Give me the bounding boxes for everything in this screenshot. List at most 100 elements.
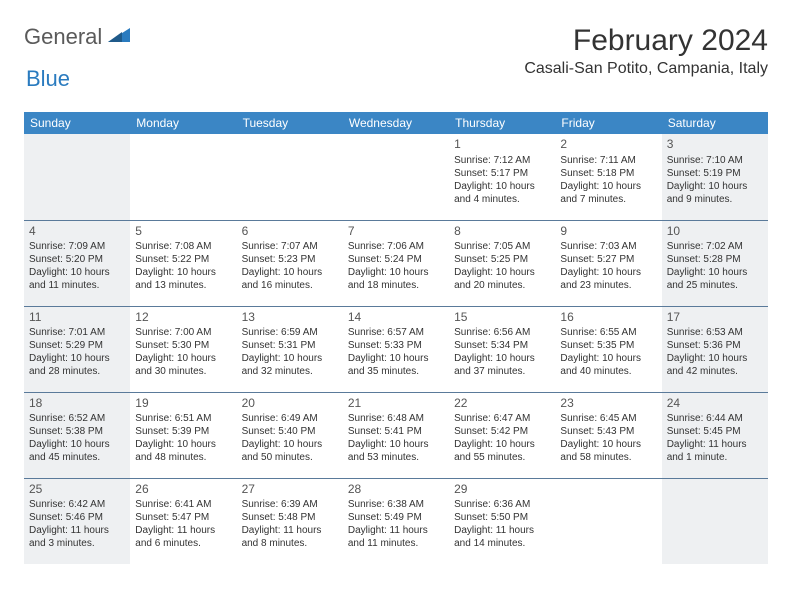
sunset-text: Sunset: 5:30 PM [135,339,231,352]
calendar-day-cell: 7Sunrise: 7:06 AMSunset: 5:24 PMDaylight… [343,220,449,306]
sunset-text: Sunset: 5:50 PM [454,511,550,524]
calendar-day-cell: 29Sunrise: 6:36 AMSunset: 5:50 PMDayligh… [449,478,555,564]
calendar-table: Sunday Monday Tuesday Wednesday Thursday… [24,112,768,564]
calendar-day-cell: 20Sunrise: 6:49 AMSunset: 5:40 PMDayligh… [237,392,343,478]
calendar-day-cell: 16Sunrise: 6:55 AMSunset: 5:35 PMDayligh… [555,306,661,392]
sunrise-text: Sunrise: 6:52 AM [29,412,125,425]
sunrise-text: Sunrise: 7:05 AM [454,240,550,253]
calendar-day-cell: 5Sunrise: 7:08 AMSunset: 5:22 PMDaylight… [130,220,236,306]
sunset-text: Sunset: 5:40 PM [242,425,338,438]
sunrise-text: Sunrise: 6:56 AM [454,326,550,339]
daylight-text: Daylight: 10 hours and 40 minutes. [560,352,656,378]
daylight-text: Daylight: 11 hours and 6 minutes. [135,524,231,550]
sunrise-text: Sunrise: 7:00 AM [135,326,231,339]
sunset-text: Sunset: 5:42 PM [454,425,550,438]
sunset-text: Sunset: 5:17 PM [454,167,550,180]
calendar-day-cell: 2Sunrise: 7:11 AMSunset: 5:18 PMDaylight… [555,134,661,220]
day-number: 8 [454,224,550,240]
weekday-header: Thursday [449,112,555,134]
day-number: 1 [454,137,550,153]
sunset-text: Sunset: 5:39 PM [135,425,231,438]
sunrise-text: Sunrise: 6:42 AM [29,498,125,511]
calendar-day-cell: 19Sunrise: 6:51 AMSunset: 5:39 PMDayligh… [130,392,236,478]
day-number: 20 [242,396,338,412]
calendar-day-cell: 3Sunrise: 7:10 AMSunset: 5:19 PMDaylight… [662,134,768,220]
day-number: 24 [667,396,763,412]
sunset-text: Sunset: 5:43 PM [560,425,656,438]
calendar-day-cell [130,134,236,220]
logo: General [24,24,134,50]
sunrise-text: Sunrise: 7:08 AM [135,240,231,253]
calendar-day-cell: 25Sunrise: 6:42 AMSunset: 5:46 PMDayligh… [24,478,130,564]
sunset-text: Sunset: 5:36 PM [667,339,763,352]
calendar-day-cell: 6Sunrise: 7:07 AMSunset: 5:23 PMDaylight… [237,220,343,306]
day-number: 10 [667,224,763,240]
calendar-day-cell: 9Sunrise: 7:03 AMSunset: 5:27 PMDaylight… [555,220,661,306]
weekday-header: Saturday [662,112,768,134]
day-number: 15 [454,310,550,326]
sunrise-text: Sunrise: 6:51 AM [135,412,231,425]
sunset-text: Sunset: 5:27 PM [560,253,656,266]
day-number: 27 [242,482,338,498]
day-number: 7 [348,224,444,240]
sunrise-text: Sunrise: 7:11 AM [560,154,656,167]
daylight-text: Daylight: 10 hours and 32 minutes. [242,352,338,378]
sunset-text: Sunset: 5:33 PM [348,339,444,352]
sunset-text: Sunset: 5:45 PM [667,425,763,438]
sunset-text: Sunset: 5:48 PM [242,511,338,524]
sunrise-text: Sunrise: 6:59 AM [242,326,338,339]
sunrise-text: Sunrise: 7:06 AM [348,240,444,253]
calendar-day-cell [237,134,343,220]
sunset-text: Sunset: 5:29 PM [29,339,125,352]
sunset-text: Sunset: 5:35 PM [560,339,656,352]
sunrise-text: Sunrise: 7:02 AM [667,240,763,253]
calendar-day-cell [662,478,768,564]
logo-text-general: General [24,24,102,50]
sunrise-text: Sunrise: 7:03 AM [560,240,656,253]
calendar-day-cell: 18Sunrise: 6:52 AMSunset: 5:38 PMDayligh… [24,392,130,478]
calendar-day-cell: 10Sunrise: 7:02 AMSunset: 5:28 PMDayligh… [662,220,768,306]
calendar-day-cell: 23Sunrise: 6:45 AMSunset: 5:43 PMDayligh… [555,392,661,478]
daylight-text: Daylight: 10 hours and 28 minutes. [29,352,125,378]
sunrise-text: Sunrise: 7:12 AM [454,154,550,167]
calendar-day-cell [24,134,130,220]
sunrise-text: Sunrise: 6:39 AM [242,498,338,511]
day-number: 14 [348,310,444,326]
sunrise-text: Sunrise: 6:38 AM [348,498,444,511]
sunrise-text: Sunrise: 6:55 AM [560,326,656,339]
day-number: 29 [454,482,550,498]
sunrise-text: Sunrise: 7:10 AM [667,154,763,167]
calendar-day-cell: 22Sunrise: 6:47 AMSunset: 5:42 PMDayligh… [449,392,555,478]
calendar-day-cell: 11Sunrise: 7:01 AMSunset: 5:29 PMDayligh… [24,306,130,392]
sunset-text: Sunset: 5:24 PM [348,253,444,266]
daylight-text: Daylight: 10 hours and 7 minutes. [560,180,656,206]
daylight-text: Daylight: 10 hours and 11 minutes. [29,266,125,292]
calendar-day-cell: 15Sunrise: 6:56 AMSunset: 5:34 PMDayligh… [449,306,555,392]
daylight-text: Daylight: 10 hours and 48 minutes. [135,438,231,464]
sunrise-text: Sunrise: 6:53 AM [667,326,763,339]
logo-text-blue: Blue [26,66,70,91]
sunset-text: Sunset: 5:22 PM [135,253,231,266]
daylight-text: Daylight: 10 hours and 37 minutes. [454,352,550,378]
daylight-text: Daylight: 11 hours and 11 minutes. [348,524,444,550]
day-number: 16 [560,310,656,326]
calendar-day-cell: 24Sunrise: 6:44 AMSunset: 5:45 PMDayligh… [662,392,768,478]
calendar-day-cell: 8Sunrise: 7:05 AMSunset: 5:25 PMDaylight… [449,220,555,306]
daylight-text: Daylight: 10 hours and 30 minutes. [135,352,231,378]
day-number: 25 [29,482,125,498]
calendar-day-cell [343,134,449,220]
calendar-day-cell: 21Sunrise: 6:48 AMSunset: 5:41 PMDayligh… [343,392,449,478]
sunset-text: Sunset: 5:18 PM [560,167,656,180]
calendar-week-row: 1Sunrise: 7:12 AMSunset: 5:17 PMDaylight… [24,134,768,220]
calendar-day-cell: 28Sunrise: 6:38 AMSunset: 5:49 PMDayligh… [343,478,449,564]
daylight-text: Daylight: 10 hours and 9 minutes. [667,180,763,206]
day-number: 13 [242,310,338,326]
day-number: 26 [135,482,231,498]
day-number: 28 [348,482,444,498]
calendar-day-cell: 4Sunrise: 7:09 AMSunset: 5:20 PMDaylight… [24,220,130,306]
logo-triangle-icon [108,26,132,49]
day-number: 19 [135,396,231,412]
calendar-day-cell [555,478,661,564]
weekday-header-row: Sunday Monday Tuesday Wednesday Thursday… [24,112,768,134]
daylight-text: Daylight: 10 hours and 4 minutes. [454,180,550,206]
